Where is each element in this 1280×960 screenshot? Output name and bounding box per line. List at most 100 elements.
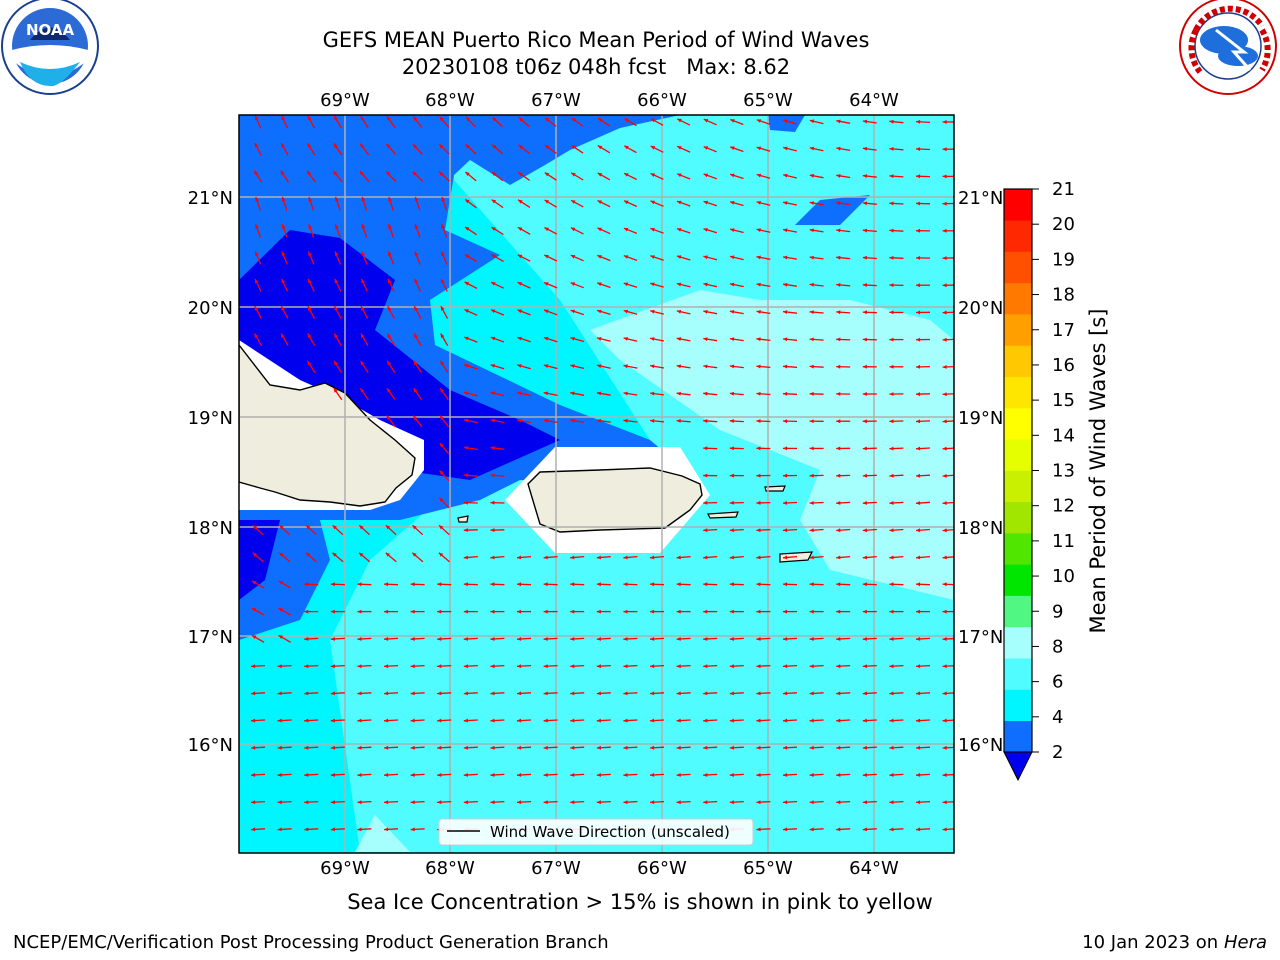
wind-wave-arrow: [889, 201, 904, 206]
wind-wave-arrow: [729, 446, 744, 451]
wind-wave-arrow: [596, 364, 611, 369]
wind-wave-arrow: [862, 664, 877, 669]
wind-wave-arrow: [517, 199, 531, 208]
wind-wave-arrow: [623, 309, 638, 315]
wind-wave-arrow: [703, 282, 718, 288]
wind-wave-arrow: [703, 555, 718, 560]
wind-wave-arrow: [464, 171, 477, 182]
wind-wave-arrow: [942, 283, 954, 288]
wind-wave-arrow: [783, 173, 797, 179]
wind-wave-arrow: [942, 501, 954, 505]
wind-wave-arrow: [676, 227, 691, 234]
wind-wave-arrow: [437, 609, 452, 614]
wind-wave-arrow: [332, 524, 344, 536]
wind-wave-arrow: [441, 196, 448, 211]
wind-wave-arrow: [623, 745, 638, 750]
wind-wave-arrow: [676, 800, 691, 805]
colorbar-bin: [1004, 658, 1032, 690]
map-legend: Wind Wave Direction (unscaled): [438, 818, 754, 846]
wind-wave-arrow: [889, 718, 904, 723]
wind-wave-arrow: [650, 172, 664, 180]
wind-wave-arrow: [809, 555, 824, 560]
wind-wave-arrow: [463, 800, 478, 805]
wind-wave-arrow: [783, 119, 797, 125]
wind-wave-arrow: [809, 582, 824, 587]
wind-wave-arrow: [281, 251, 288, 265]
wind-wave-arrow: [915, 256, 931, 260]
wind-wave-arrow: [782, 691, 798, 696]
wind-wave-arrow: [330, 582, 345, 587]
wind-wave-arrow: [490, 391, 505, 397]
colorbar-tick-label: 16: [1052, 355, 1075, 376]
wind-wave-arrow: [915, 473, 931, 478]
wind-wave-arrow: [649, 555, 665, 560]
wind-wave-arrow: [490, 800, 505, 805]
wind-wave-arrow: [330, 609, 345, 614]
wind-wave-arrow: [889, 228, 904, 233]
wind-wave-arrow: [383, 691, 399, 696]
wind-wave-arrow: [410, 609, 425, 614]
wind-wave-arrow: [330, 745, 345, 750]
wind-wave-arrow: [597, 199, 611, 208]
colorbar-bin: [1004, 251, 1032, 284]
wind-wave-arrow: [543, 718, 558, 723]
wind-wave-arrow: [490, 664, 505, 669]
wind-wave-arrow: [756, 637, 771, 641]
virgin-islands-landmass: [707, 511, 739, 519]
wind-wave-arrow: [597, 227, 611, 235]
lat-label-17n: 17°N: [188, 627, 233, 648]
wind-wave-arrow: [915, 419, 931, 424]
wind-wave-arrow: [544, 226, 558, 235]
wind-wave-arrow: [889, 337, 904, 342]
wind-wave-arrow: [809, 800, 824, 805]
wind-wave-arrow: [889, 147, 904, 151]
credit-text: NCEP/EMC/Verification Post Processing Pr…: [13, 932, 609, 953]
wind-wave-arrow: [623, 364, 638, 369]
wind-wave-arrow: [889, 691, 904, 696]
colorbar-tick-label: 15: [1052, 390, 1075, 411]
wind-wave-arrow: [650, 255, 664, 261]
wind-wave-arrow: [596, 691, 611, 696]
sea-ice-note: Sea Ice Concentration > 15% is shown in …: [347, 890, 933, 914]
wind-wave-arrow: [809, 827, 824, 832]
lat-label-21n: 21°N: [958, 188, 1003, 209]
wind-wave-arrow: [253, 333, 263, 347]
wind-wave-arrow: [915, 827, 931, 832]
wind-wave-arrow: [330, 827, 345, 832]
wind-wave-arrow: [543, 664, 558, 669]
wind-wave-arrow: [250, 773, 266, 777]
wind-wave-arrow: [330, 800, 345, 805]
wind-wave-arrow: [570, 800, 585, 805]
wind-wave-arrow: [809, 201, 824, 206]
wind-wave-arrow: [782, 555, 798, 560]
wind-wave-arrow: [440, 251, 448, 265]
wind-wave-arrow: [756, 255, 771, 260]
wind-wave-arrow: [491, 116, 503, 128]
wind-wave-arrow: [862, 174, 877, 178]
wind-wave-arrow: [809, 310, 824, 315]
wind-wave-arrow: [357, 827, 372, 832]
wind-wave-arrow: [889, 446, 904, 451]
wind-wave-arrow: [862, 745, 877, 750]
wind-wave-arrow: [703, 337, 718, 342]
wind-wave-arrow: [676, 555, 691, 560]
wind-wave-arrow: [729, 773, 744, 777]
wave-bin-8-9: [590, 290, 954, 600]
wind-wave-arrow: [729, 745, 744, 750]
wind-wave-arrow: [756, 718, 771, 723]
wind-wave-arrow: [756, 827, 771, 832]
wind-wave-arrow: [463, 718, 478, 723]
wind-wave-arrow: [889, 255, 904, 260]
date-stamp: 10 Jan 2023 on Hera: [1082, 932, 1267, 953]
wind-wave-arrow: [360, 305, 369, 319]
wind-wave-arrow: [278, 607, 292, 616]
wind-wave-arrow: [623, 418, 638, 423]
wind-wave-arrow: [333, 387, 343, 401]
lat-labels-left: 21°N 20°N 19°N 18°N 17°N 16°N: [188, 188, 233, 756]
wind-wave-arrow: [465, 116, 477, 128]
wind-wave-arrow: [862, 419, 877, 424]
wind-wave-arrow: [649, 745, 665, 750]
wind-wave-arrow: [570, 637, 585, 641]
wind-wave-arrow: [915, 555, 931, 560]
wind-wave-arrow: [809, 391, 824, 396]
